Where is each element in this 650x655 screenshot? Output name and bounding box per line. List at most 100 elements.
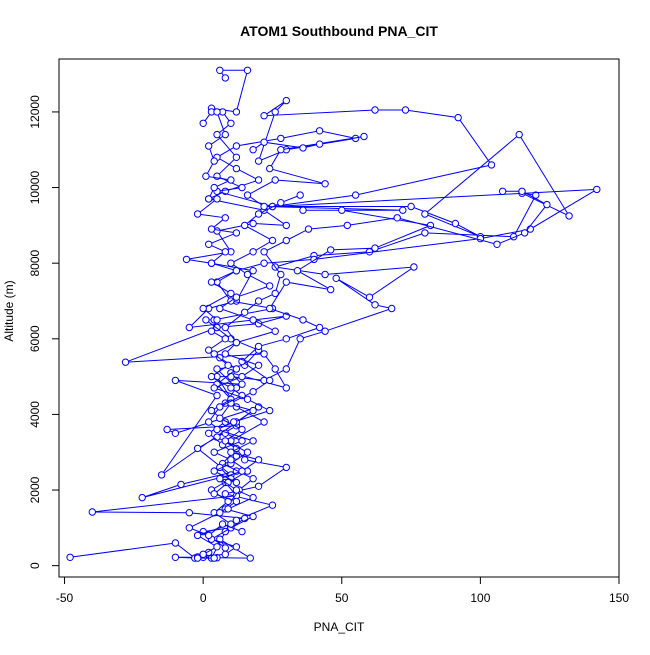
data-point: [249, 248, 257, 256]
data-point: [521, 229, 529, 237]
data-point: [210, 384, 218, 392]
data-point: [213, 365, 221, 373]
data-point: [232, 516, 241, 524]
data-point: [421, 229, 429, 237]
data-point: [232, 229, 241, 237]
data-point: [454, 113, 462, 122]
data-point: [182, 255, 191, 264]
data-point: [210, 183, 218, 192]
data-point: [227, 259, 235, 267]
data-point: [271, 289, 279, 298]
x-tick-label: 150: [609, 591, 629, 605]
data-point: [221, 74, 230, 82]
data-point: [249, 406, 257, 415]
data-point: [277, 199, 285, 207]
y-tick-label: 8000: [28, 250, 42, 277]
x-tick-label: -50: [56, 591, 74, 605]
data-point: [227, 289, 235, 298]
data-point: [266, 304, 274, 313]
data-point: [138, 493, 146, 502]
data-point: [343, 221, 351, 230]
data-point: [193, 444, 202, 453]
data-point: [393, 214, 401, 222]
data-point: [213, 108, 221, 116]
data-point: [205, 195, 213, 203]
data-point: [246, 554, 255, 562]
data-point: [171, 376, 180, 385]
series-4: [210, 132, 435, 487]
data-point: [249, 388, 257, 396]
data-point: [224, 505, 232, 513]
data-point: [232, 293, 241, 301]
series-layer: [66, 66, 601, 562]
data-point: [227, 119, 235, 128]
series-5: [185, 187, 551, 540]
data-point: [371, 106, 379, 114]
data-point: [271, 327, 279, 335]
data-point: [518, 187, 526, 196]
data-point: [193, 210, 202, 218]
data-point: [221, 350, 230, 358]
data-point: [268, 236, 277, 245]
x-axis-label: PNA_CIT: [314, 620, 365, 634]
data-point: [451, 219, 460, 228]
data-point: [157, 471, 166, 479]
data-point: [249, 267, 257, 275]
data-point: [421, 210, 429, 218]
data-point: [205, 531, 213, 540]
series-6: [210, 191, 304, 513]
data-point: [224, 361, 232, 369]
series-5-line: [188, 190, 548, 536]
data-point: [213, 195, 221, 203]
data-point: [260, 138, 268, 146]
data-point: [371, 244, 379, 252]
data-point: [207, 278, 216, 286]
data-point: [205, 429, 213, 437]
data-point: [185, 509, 194, 517]
data-point: [299, 316, 307, 324]
data-point: [232, 478, 241, 487]
y-tick-label: 0: [28, 562, 42, 569]
data-point: [221, 490, 230, 498]
data-point: [243, 270, 252, 279]
data-point: [205, 240, 213, 249]
data-point: [254, 482, 263, 490]
data-point: [185, 524, 194, 532]
data-point: [315, 127, 324, 135]
data-point: [282, 96, 290, 105]
data-point: [232, 153, 241, 162]
data-point: [216, 304, 224, 313]
data-point: [238, 467, 246, 475]
data-point: [260, 112, 268, 120]
data-point: [388, 304, 396, 313]
data-point: [241, 221, 249, 230]
data-point: [304, 225, 313, 233]
data-point: [351, 191, 360, 199]
data-point: [232, 365, 241, 373]
data-point: [171, 429, 180, 437]
data-point: [260, 418, 268, 426]
data-point: [207, 225, 216, 233]
data-point: [296, 335, 304, 343]
data-point: [260, 248, 268, 256]
data-point: [221, 335, 230, 343]
data-point: [227, 448, 235, 456]
data-point: [249, 146, 257, 154]
data-point: [266, 282, 274, 290]
data-point: [232, 486, 241, 494]
data-point: [207, 372, 216, 381]
data-point: [210, 350, 218, 358]
data-point: [254, 361, 263, 369]
data-point: [193, 531, 202, 540]
data-point: [321, 180, 329, 188]
data-point: [360, 132, 368, 141]
data-point: [243, 395, 252, 403]
data-point: [210, 467, 218, 475]
data-point: [282, 463, 290, 472]
data-point: [254, 176, 263, 184]
data-point: [282, 365, 290, 373]
y-tick-label: 6000: [28, 325, 42, 352]
data-point: [332, 274, 340, 282]
data-point: [193, 554, 202, 562]
data-point: [266, 406, 274, 415]
